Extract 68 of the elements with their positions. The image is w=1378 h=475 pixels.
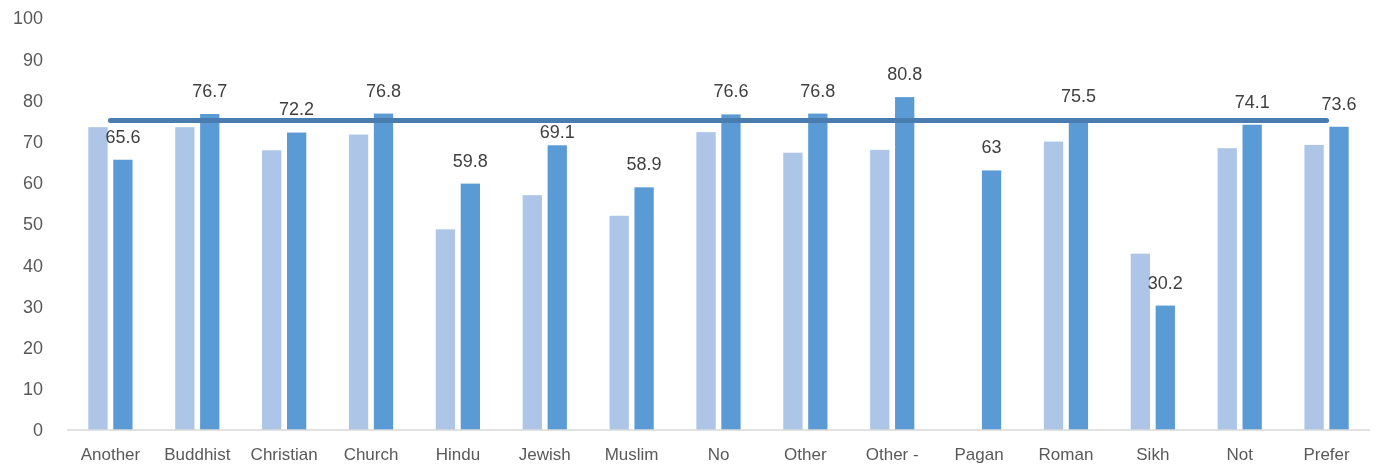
x-tick-label: Hindu [435, 445, 481, 464]
data-label: 63 [981, 137, 1002, 158]
y-tick-label: 60 [22, 173, 43, 194]
data-label: 59.8 [452, 150, 488, 171]
x-tick-label: Roman [1038, 445, 1094, 464]
bar [981, 170, 1002, 430]
bar [1217, 148, 1237, 430]
y-tick-label: 90 [22, 49, 43, 70]
bar [435, 229, 456, 430]
bar [1043, 141, 1064, 430]
x-tick-label: Not [1226, 445, 1254, 464]
bar [113, 159, 133, 430]
data-label: 76.7 [192, 81, 228, 101]
data-label: 65.6 [105, 126, 141, 147]
bar [721, 114, 741, 430]
data-label: 30.2 [1147, 272, 1183, 293]
x-tick-label: Another [80, 445, 141, 464]
y-tick-label: 50 [22, 214, 43, 235]
x-tick-label: Church [343, 445, 399, 464]
bar [1304, 144, 1324, 430]
x-tick-label: Muslim [604, 445, 659, 464]
y-tick-label: 20 [22, 337, 43, 358]
x-tick-label: Jewish [518, 445, 571, 464]
data-label: 80.8 [887, 64, 923, 85]
x-tick-label: Other [784, 445, 827, 464]
bar [88, 127, 108, 430]
y-tick-label: 80 [22, 90, 43, 111]
y-tick-label: 70 [22, 131, 43, 152]
bar [460, 183, 481, 430]
bar [286, 132, 307, 430]
bar [1242, 124, 1262, 430]
bar [808, 113, 828, 430]
y-tick-label: 100 [12, 8, 43, 29]
data-label: 75.5 [1060, 85, 1096, 106]
x-tick-label: Christian [250, 445, 318, 464]
bar [547, 145, 567, 430]
data-label: 73.6 [1321, 93, 1357, 114]
bar [609, 215, 629, 430]
bar [373, 113, 394, 430]
bar [783, 152, 803, 430]
x-tick-label: Sikh [1136, 445, 1170, 464]
x-tick-label: Pagan [954, 445, 1004, 464]
x-tick-label: Prefer [1303, 445, 1351, 464]
y-tick-label: 10 [22, 379, 43, 400]
data-label: 76.8 [800, 80, 836, 101]
bar [1155, 305, 1175, 430]
bar [200, 114, 220, 430]
data-label: 76.8 [365, 80, 402, 101]
bar [175, 127, 195, 430]
x-tick-label: Other - [865, 445, 919, 464]
bar [348, 134, 369, 430]
data-label: 58.9 [626, 154, 662, 175]
y-tick-label: 30 [22, 296, 43, 317]
bar [895, 97, 915, 430]
data-label: 76.6 [713, 81, 749, 102]
y-tick-label: 40 [22, 255, 43, 276]
bar [522, 195, 542, 430]
data-label: 74.1 [1234, 91, 1270, 112]
y-tick-label: 0 [32, 420, 43, 441]
x-tick-label: No [707, 445, 730, 464]
bar [870, 149, 890, 430]
x-tick-label: Buddhist [164, 445, 231, 464]
bar [1329, 126, 1349, 430]
bar [634, 187, 654, 430]
data-label: 72.2 [279, 98, 315, 119]
data-label: 69.1 [539, 121, 575, 142]
bar [696, 132, 716, 430]
bar [262, 150, 282, 430]
